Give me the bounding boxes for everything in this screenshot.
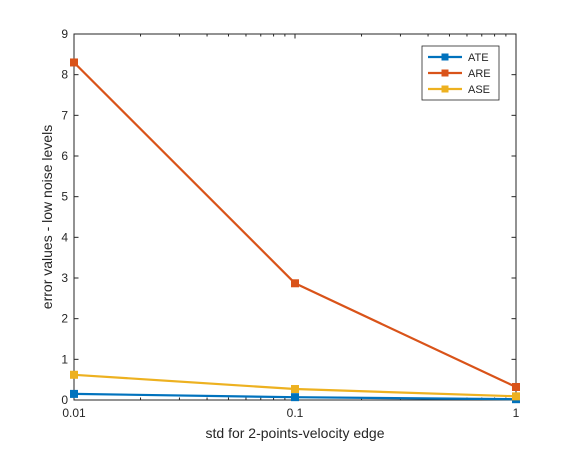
x-axis-label: std for 2-points-velocity edge	[206, 425, 385, 441]
y-tick-label: 3	[61, 271, 68, 285]
data-point-are	[292, 280, 299, 287]
y-tick-label: 2	[61, 312, 68, 326]
legend-marker-ase	[442, 86, 449, 93]
data-point-ase	[71, 371, 78, 378]
x-tick-label: 0.01	[62, 406, 86, 420]
data-point-are	[513, 383, 520, 390]
y-tick-label: 8	[61, 68, 68, 82]
x-tick-label: 1	[513, 406, 520, 420]
y-tick-label: 0	[61, 393, 68, 407]
y-tick-label: 1	[61, 352, 68, 366]
data-point-are	[71, 59, 78, 66]
legend-marker-are	[442, 70, 449, 77]
y-tick-label: 5	[61, 190, 68, 204]
y-tick-label: 4	[61, 230, 68, 244]
y-tick-label: 6	[61, 149, 68, 163]
data-point-ate	[292, 394, 299, 401]
legend: ATE ARE ASE	[422, 46, 499, 100]
data-point-ase	[292, 386, 299, 393]
legend-label-ate: ATE	[468, 52, 489, 64]
y-tick-label: 7	[61, 108, 68, 122]
y-tick-label: 9	[61, 27, 68, 41]
legend-label-ase: ASE	[468, 84, 490, 96]
legend-label-are: ARE	[468, 68, 491, 80]
x-tick-label: 0.1	[287, 406, 304, 420]
legend-marker-ate	[442, 54, 449, 61]
data-point-ase	[513, 393, 520, 400]
data-point-ate	[71, 390, 78, 397]
y-axis-label: error values - low noise levels	[39, 125, 55, 309]
